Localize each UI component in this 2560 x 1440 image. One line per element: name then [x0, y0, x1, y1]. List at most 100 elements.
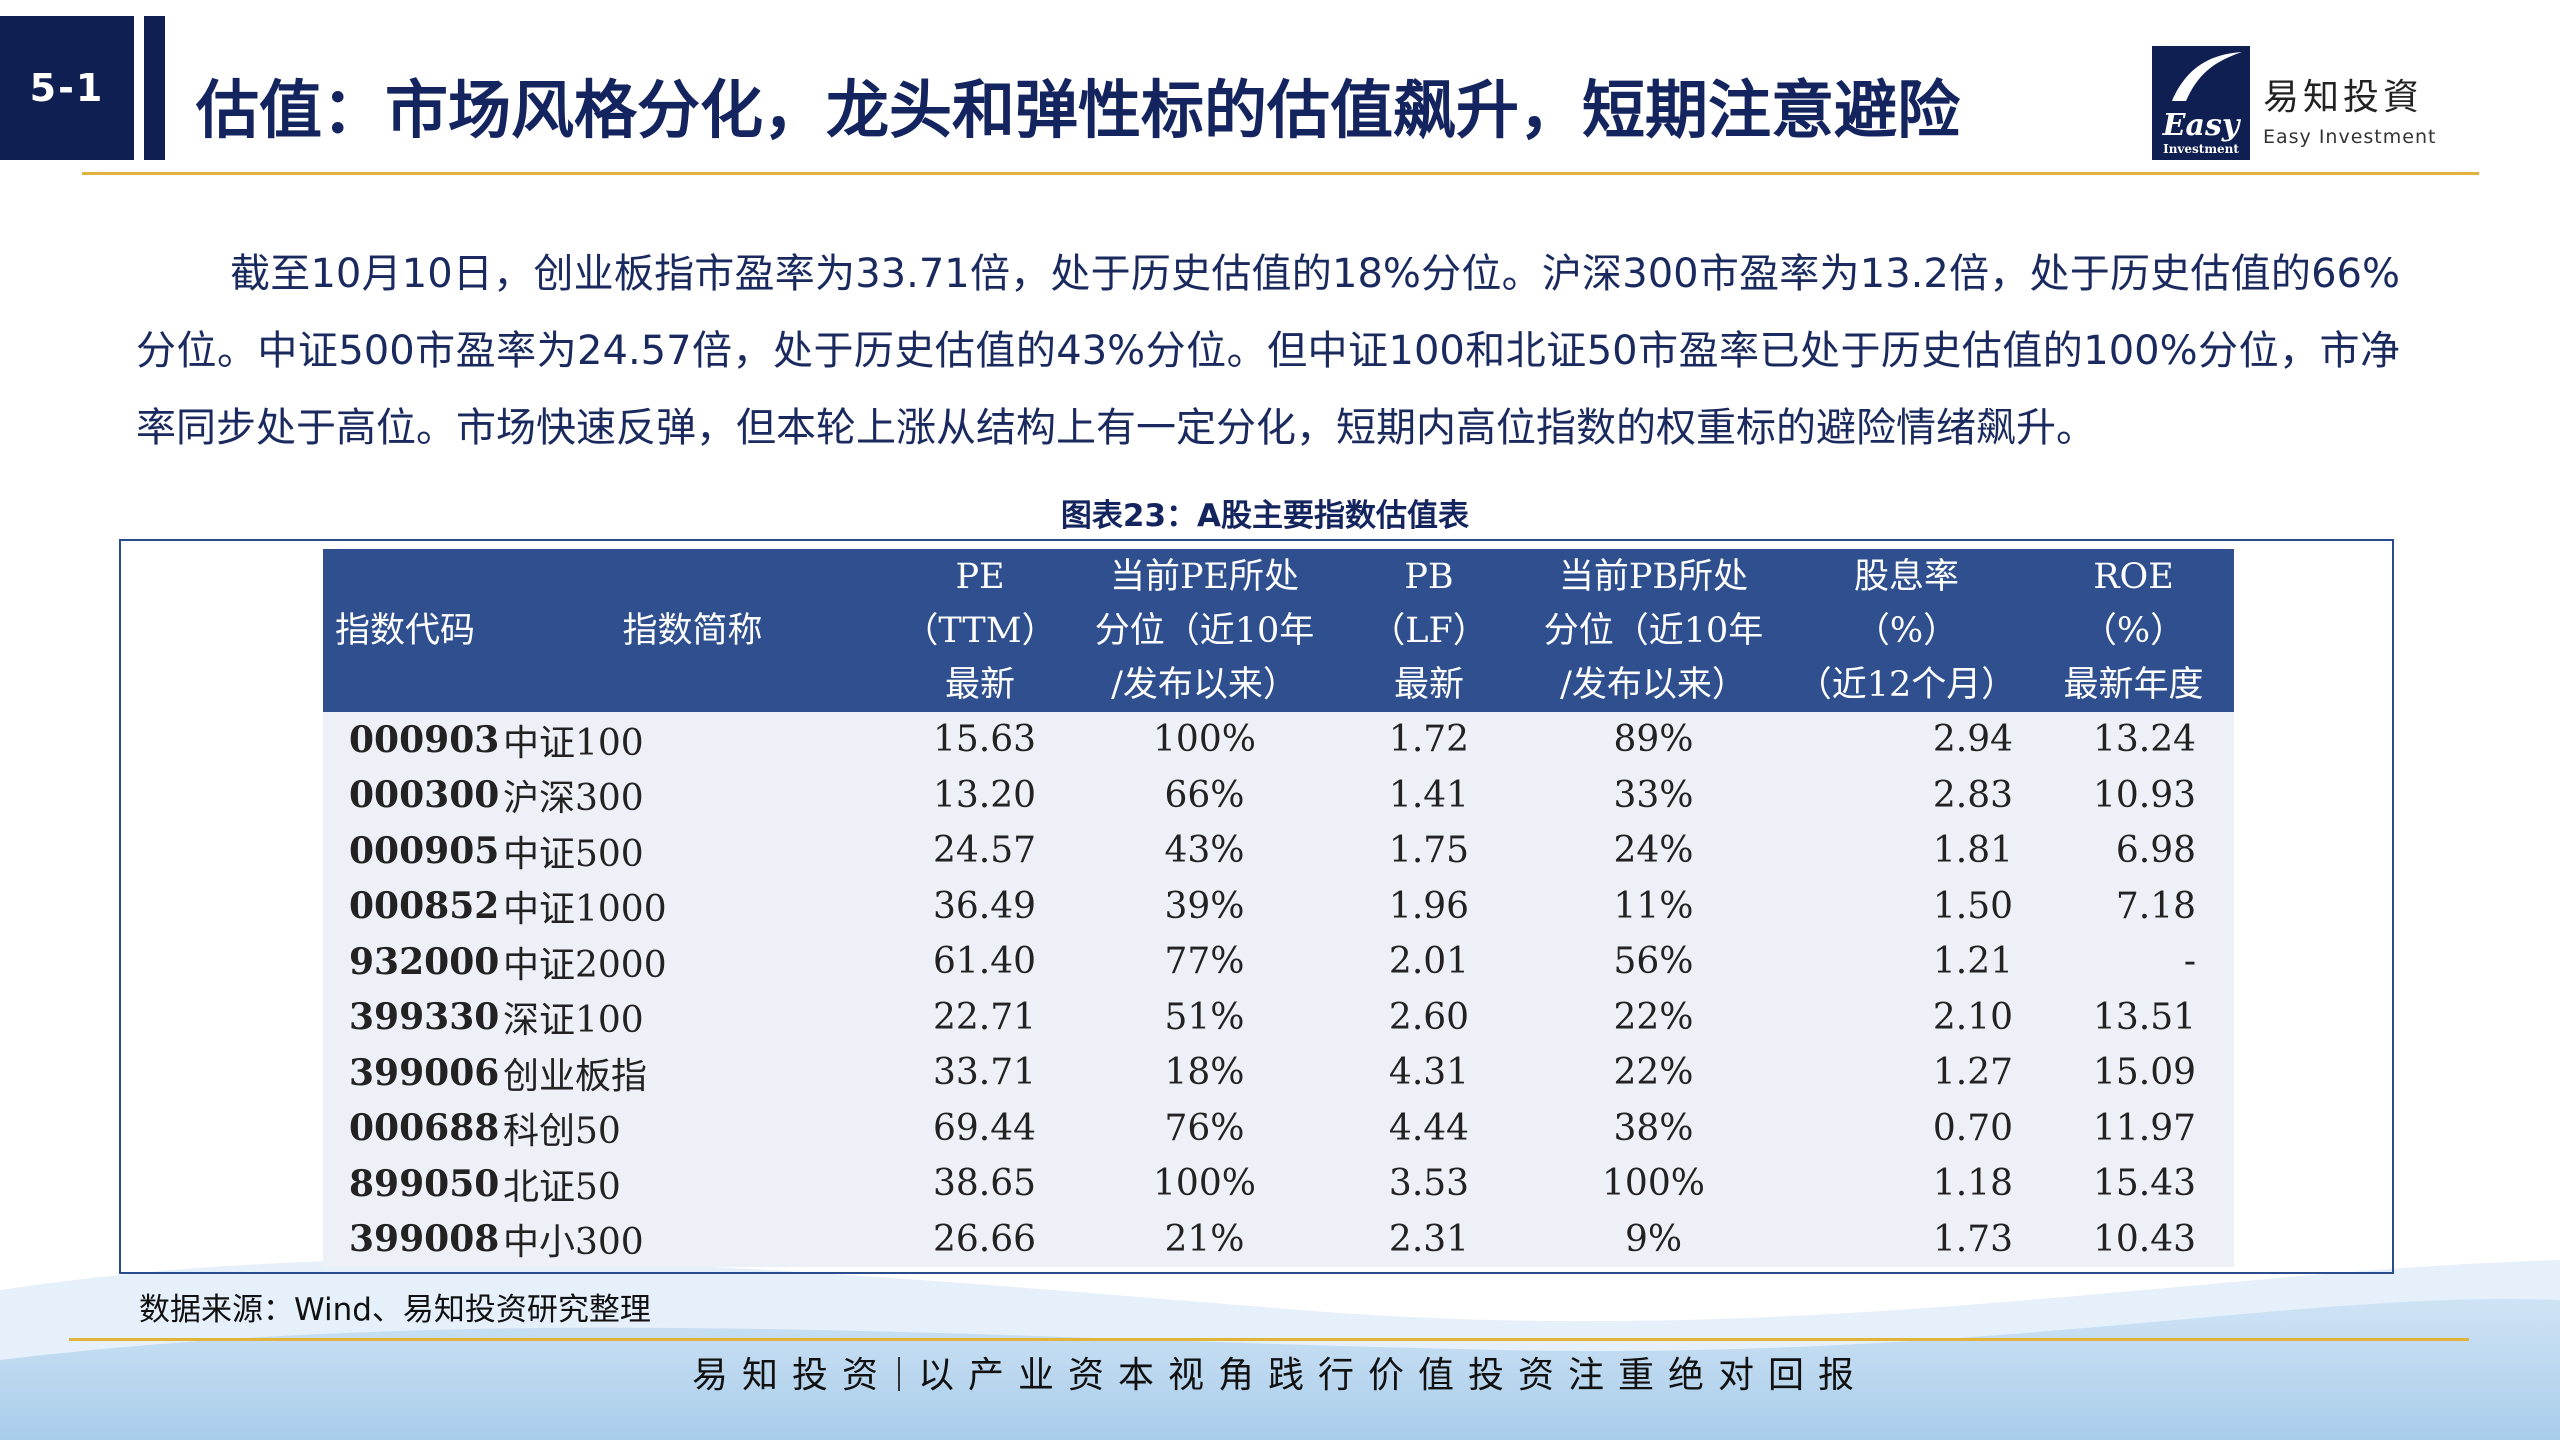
column-header-line: 当前PB所处 [1558, 556, 1749, 597]
table-cell: 76% [1078, 1100, 1331, 1156]
column-header-line: PB [1404, 556, 1454, 597]
table-cell: 2.83 [1780, 767, 2033, 823]
valuation-table: 指数代码 指数简称 PE （TTM） 最新 当前PE所处 分位（近10年/发布以来） PB （L… [323, 549, 2234, 1267]
footer-brand: 易知投资 [691, 1355, 892, 1396]
table-cell: 69.44 [882, 1100, 1078, 1156]
table-cell: 1.72 [1331, 712, 1527, 768]
table-cell: 1.50 [1780, 878, 2033, 934]
table-row: 899050 北证50 38.65 100% 3.53 100% 1.18 15.43 [323, 1156, 2234, 1212]
column-header-line: 股息率 [1853, 556, 1959, 597]
table-cell: 4.44 [1331, 1100, 1527, 1156]
table-cell: 4.31 [1331, 1045, 1527, 1101]
column-header-line: （近12个月） [1796, 664, 2017, 705]
table-row: 000903 中证100 15.63 100% 1.72 89% 2.94 13.24 [323, 712, 2234, 768]
table-cell: 38.65 [882, 1156, 1078, 1212]
table-cell: 39% [1078, 878, 1331, 934]
table-cell: 2.01 [1331, 934, 1527, 990]
table-cell: 399008 [323, 1211, 503, 1267]
table-cell: 1.73 [1780, 1211, 2033, 1267]
table-row: 000905 中证500 24.57 43% 1.75 24% 1.81 6.98 [323, 823, 2234, 879]
table-cell: 43% [1078, 823, 1331, 879]
column-header: 指数代码 [323, 549, 503, 712]
table-cell: 24% [1527, 823, 1780, 879]
table-cell: 1.75 [1331, 823, 1527, 879]
table-cell: 15.63 [882, 712, 1078, 768]
table-cell: 1.27 [1780, 1045, 2033, 1101]
column-header: 指数简称 [503, 549, 882, 712]
footer-slogan: 以产业资本视角践行价值投资注重绝对回报 [918, 1355, 1869, 1396]
slide-title: 估值：市场风格分化，龙头和弹性标的估值飙升，短期注意避险 [196, 74, 1960, 147]
table-cell: 36.49 [882, 878, 1078, 934]
column-header-line: （%） [1854, 610, 1959, 651]
table-row: 399006 创业板指 33.71 18% 4.31 22% 1.27 15.09 [323, 1045, 2234, 1101]
logo-swoosh [2172, 52, 2242, 101]
table-row: 000300 沪深300 13.20 66% 1.41 33% 2.83 10.93 [323, 767, 2234, 823]
table-cell: 中证100 [503, 712, 882, 768]
table-cell: 21% [1078, 1211, 1331, 1267]
table-cell: 56% [1527, 934, 1780, 990]
column-header-line: 当前PE所处 [1109, 556, 1300, 597]
table-cell: 北证50 [503, 1156, 882, 1212]
table-cell: 深证100 [503, 989, 882, 1045]
column-header-line: 指数简称 [622, 610, 763, 651]
footer-separator [898, 1357, 900, 1391]
column-header: PE （TTM） 最新 [882, 549, 1078, 712]
table-row: 399008 中小300 26.66 21% 2.31 9% 1.73 10.43 [323, 1211, 2234, 1267]
table-row: 000688 科创50 69.44 76% 4.44 38% 0.70 11.97 [323, 1100, 2234, 1156]
table-cell: 3.53 [1331, 1156, 1527, 1212]
column-header-line: /发布以来） [1111, 664, 1298, 705]
table-cell: 13.51 [2033, 989, 2234, 1045]
logo-mark: Easy Investment [2152, 46, 2250, 160]
table-cell: 899050 [323, 1156, 503, 1212]
table-cell: 1.81 [1780, 823, 2033, 879]
table-cell: 100% [1527, 1156, 1780, 1212]
column-header-line: 分位（近10年 [1543, 610, 1764, 651]
table-cell: 61.40 [882, 934, 1078, 990]
table-cell: 1.18 [1780, 1156, 2033, 1212]
column-header-line: 最新 [944, 664, 1015, 705]
table-cell: 9% [1527, 1211, 1780, 1267]
table-cell: 000905 [323, 823, 503, 879]
column-header-line: /发布以来） [1560, 664, 1747, 705]
column-header: 当前PE所处 分位（近10年/发布以来） [1078, 549, 1331, 712]
column-header-line: ROE [2093, 556, 2174, 597]
column-header-line: （%） [2081, 610, 2186, 651]
logo-name: 易知投資 [2263, 77, 2424, 118]
table-cell: 51% [1078, 989, 1331, 1045]
table-cell: 中证2000 [503, 934, 882, 990]
table-cell: 33.71 [882, 1045, 1078, 1101]
table-frame [119, 539, 2394, 1274]
column-header-line: （TTM） [903, 610, 1057, 651]
header-row: 指数代码 指数简称 PE （TTM） 最新 当前PE所处 分位（近10年/发布以来） PB （L… [323, 549, 2234, 712]
section-number: 5-1 [0, 16, 134, 160]
table-cell: 11.97 [2033, 1100, 2234, 1156]
table-row: 932000 中证2000 61.40 77% 2.01 56% 1.21- [323, 934, 2234, 990]
table-cell: 77% [1078, 934, 1331, 990]
logo-subtext: Investment [2163, 142, 2239, 156]
column-header-line: 分位（近10年 [1094, 610, 1315, 651]
divider [69, 1338, 2469, 1341]
source-note: 数据来源：Wind、易知投资研究整理 [139, 1292, 651, 1328]
table-cell: 2.60 [1331, 989, 1527, 1045]
table-cell: 89% [1527, 712, 1780, 768]
table-cell: 15.43 [2033, 1156, 2234, 1212]
section-bar [144, 16, 165, 160]
table-cell: 7.18 [2033, 878, 2234, 934]
logo-name-en: Easy Investment [2263, 126, 2437, 148]
table-cell: 33% [1527, 767, 1780, 823]
table-cell: 66% [1078, 767, 1331, 823]
table-cell: 创业板指 [503, 1045, 882, 1101]
column-header-line: （LF） [1370, 610, 1488, 651]
table-cell: 000300 [323, 767, 503, 823]
paragraph: 截至10月10日，创业板指市盈率为33.71倍，处于历史估值的18%分位。沪深3… [136, 251, 2400, 451]
table-cell: 10.43 [2033, 1211, 2234, 1267]
table-cell: 399006 [323, 1045, 503, 1101]
column-header-line: PE [955, 556, 1005, 597]
table-cell: 22% [1527, 1045, 1780, 1101]
table-row: 399330 深证100 22.71 51% 2.60 22% 2.10 13.51 [323, 989, 2234, 1045]
table-cell: 1.21 [1780, 934, 2033, 990]
footer: 易知投资 以产业资本视角践行价值投资注重绝对回报 [0, 1346, 2560, 1398]
wave-background [0, 1259, 2560, 1440]
column-header: 当前PB所处 分位（近10年/发布以来） [1527, 549, 1780, 712]
table-cell: 2.10 [1780, 989, 2033, 1045]
